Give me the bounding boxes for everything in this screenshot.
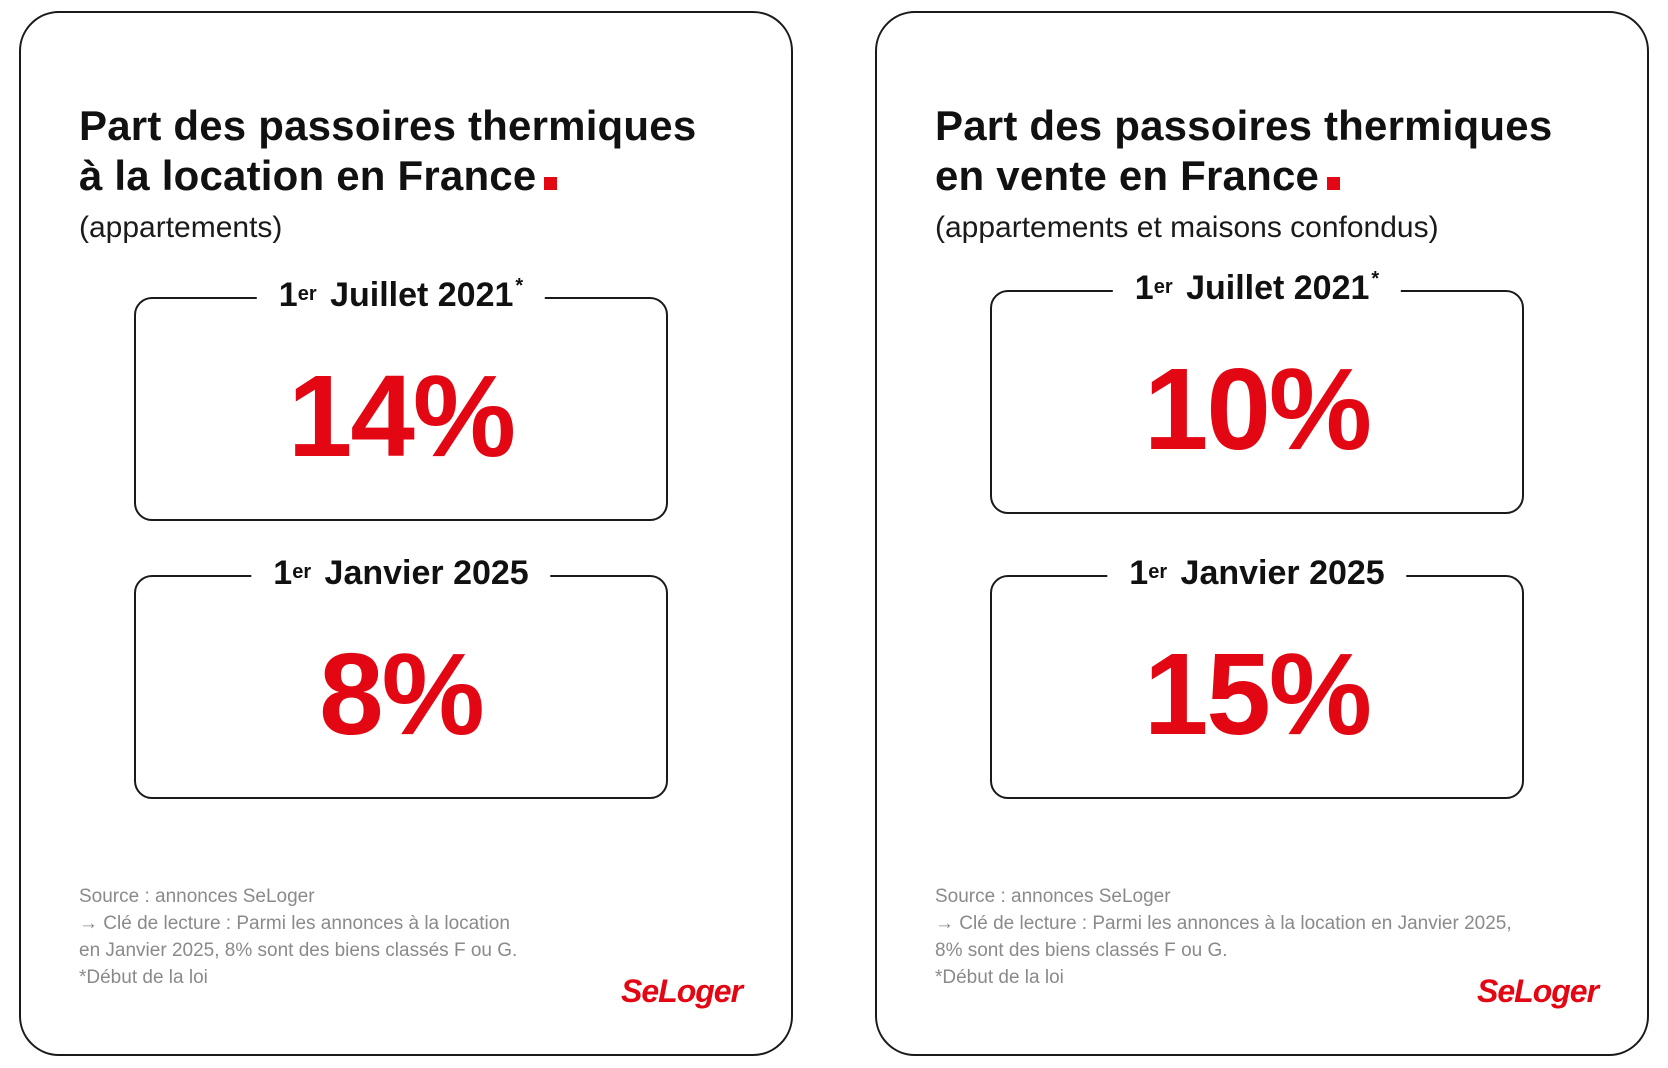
- card-title-line-2: en vente en France: [935, 151, 1552, 201]
- footnote-law: *Début de la loi: [79, 967, 208, 988]
- stat-box-january-2025: 1er Janvier 2025 15%: [990, 551, 1524, 799]
- stat-box-july-2021: 1er Juillet 2021 * 14%: [134, 273, 668, 521]
- asterisk-mark: *: [1371, 268, 1380, 290]
- date-day: 1: [273, 554, 293, 592]
- date-day: 1: [1134, 269, 1154, 307]
- card-subtitle: (appartements): [79, 211, 283, 244]
- red-square-icon: [544, 177, 558, 190]
- card-title-line-2: à la location en France: [79, 151, 696, 201]
- stat-value: 14%: [287, 351, 516, 482]
- card-subtitle: (appartements et maisons confondus): [935, 211, 1439, 244]
- stat-box-label: 1er Juillet 2021 *: [256, 273, 546, 322]
- footnote-source: Source : annonces SeLoger: [935, 886, 1171, 907]
- rental-card: Part des passoires thermiques à la locat…: [19, 11, 793, 1056]
- date-ordinal: er: [292, 561, 312, 583]
- footnote-reading-2: en Janvier 2025, 8% sont des biens class…: [79, 940, 518, 961]
- stat-value: 15%: [1143, 629, 1372, 760]
- seloger-logo: SeLoger: [621, 973, 743, 1009]
- stat-box-label: 1er Janvier 2025: [1107, 551, 1407, 595]
- stat-value: 8%: [319, 629, 485, 760]
- date-text: Janvier 2025: [324, 554, 529, 592]
- card-title-line-2-text: en vente en France: [935, 152, 1320, 199]
- footnote: Source : annonces SeLoger → Clé de lectu…: [79, 883, 517, 991]
- date-day: 1: [278, 276, 298, 314]
- date-text: Juillet 2021: [330, 276, 514, 314]
- date-day: 1: [1129, 554, 1149, 592]
- date-text: Juillet 2021: [1186, 269, 1370, 307]
- stat-box-label: 1er Janvier 2025: [251, 551, 551, 595]
- card-title-line-1: Part des passoires thermiques: [79, 102, 697, 149]
- footnote-reading-1: → Clé de lecture : Parmi les annonces à …: [935, 913, 1512, 934]
- footnote-law: *Début de la loi: [935, 967, 1064, 988]
- stat-box-january-2025: 1er Janvier 2025 8%: [134, 551, 668, 799]
- date-ordinal: er: [1148, 561, 1168, 583]
- card-title-line-1: Part des passoires thermiques: [935, 102, 1553, 149]
- seloger-logo: SeLoger: [1477, 973, 1599, 1009]
- footnote-reading-1: → Clé de lecture : Parmi les annonces à …: [79, 913, 510, 934]
- date-ordinal: er: [297, 283, 317, 305]
- asterisk-mark: *: [515, 275, 524, 297]
- footnote-source: Source : annonces SeLoger: [79, 886, 315, 907]
- card-title: Part des passoires thermiques à la locat…: [79, 101, 696, 201]
- footnote-reading-2: 8% sont des biens classés F ou G.: [935, 940, 1228, 961]
- card-title-line-2-text: à la location en France: [79, 152, 537, 199]
- red-square-icon: [1327, 177, 1341, 190]
- sale-card: Part des passoires thermiques en vente e…: [875, 11, 1649, 1056]
- stat-value: 10%: [1143, 344, 1372, 475]
- footnote: Source : annonces SeLoger → Clé de lectu…: [935, 883, 1512, 991]
- stat-box-july-2021: 1er Juillet 2021 * 10%: [990, 266, 1524, 514]
- date-text: Janvier 2025: [1180, 554, 1385, 592]
- date-ordinal: er: [1153, 276, 1173, 298]
- card-title: Part des passoires thermiques en vente e…: [935, 101, 1552, 201]
- stat-box-label: 1er Juillet 2021 *: [1112, 266, 1402, 315]
